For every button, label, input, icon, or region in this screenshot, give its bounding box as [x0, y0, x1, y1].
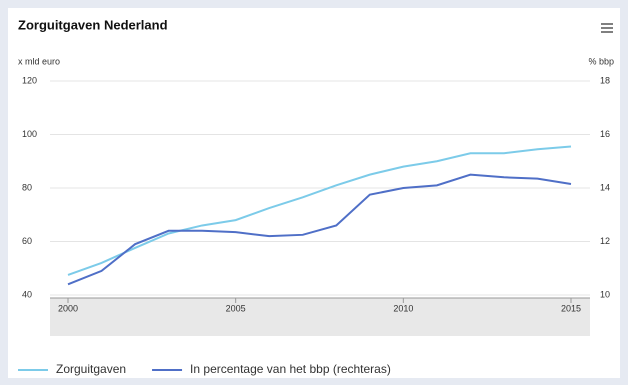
x-tick-label: 2005: [226, 303, 246, 313]
y2-tick-label: 12: [600, 236, 610, 246]
y2-tick-label: 14: [600, 182, 610, 192]
chart-title: Zorguitgaven Nederland: [18, 17, 168, 32]
y-tick-label: 60: [22, 236, 32, 246]
menu-icon[interactable]: [601, 23, 613, 33]
x-tick-label: 2015: [561, 303, 581, 313]
y2-tick-label: 18: [600, 75, 610, 85]
y-tick-label: 40: [22, 289, 32, 299]
y-tick-label: 80: [22, 182, 32, 192]
legend-label[interactable]: In percentage van het bbp (rechteras): [190, 362, 391, 376]
x-tick-label: 2010: [393, 303, 413, 313]
y2-tick-label: 10: [600, 289, 610, 299]
y-tick-label: 120: [22, 75, 37, 85]
x-tick-label: 2000: [58, 303, 78, 313]
y-axis-title: x mld euro: [18, 56, 60, 66]
series-line: [67, 145, 572, 276]
y-tick-label: 100: [22, 129, 37, 139]
y2-axis-title: % bbp: [588, 56, 614, 66]
y2-tick-label: 16: [600, 129, 610, 139]
series-line: [67, 173, 572, 286]
navigator: [50, 298, 590, 336]
legend-label[interactable]: Zorguitgaven: [56, 362, 126, 376]
